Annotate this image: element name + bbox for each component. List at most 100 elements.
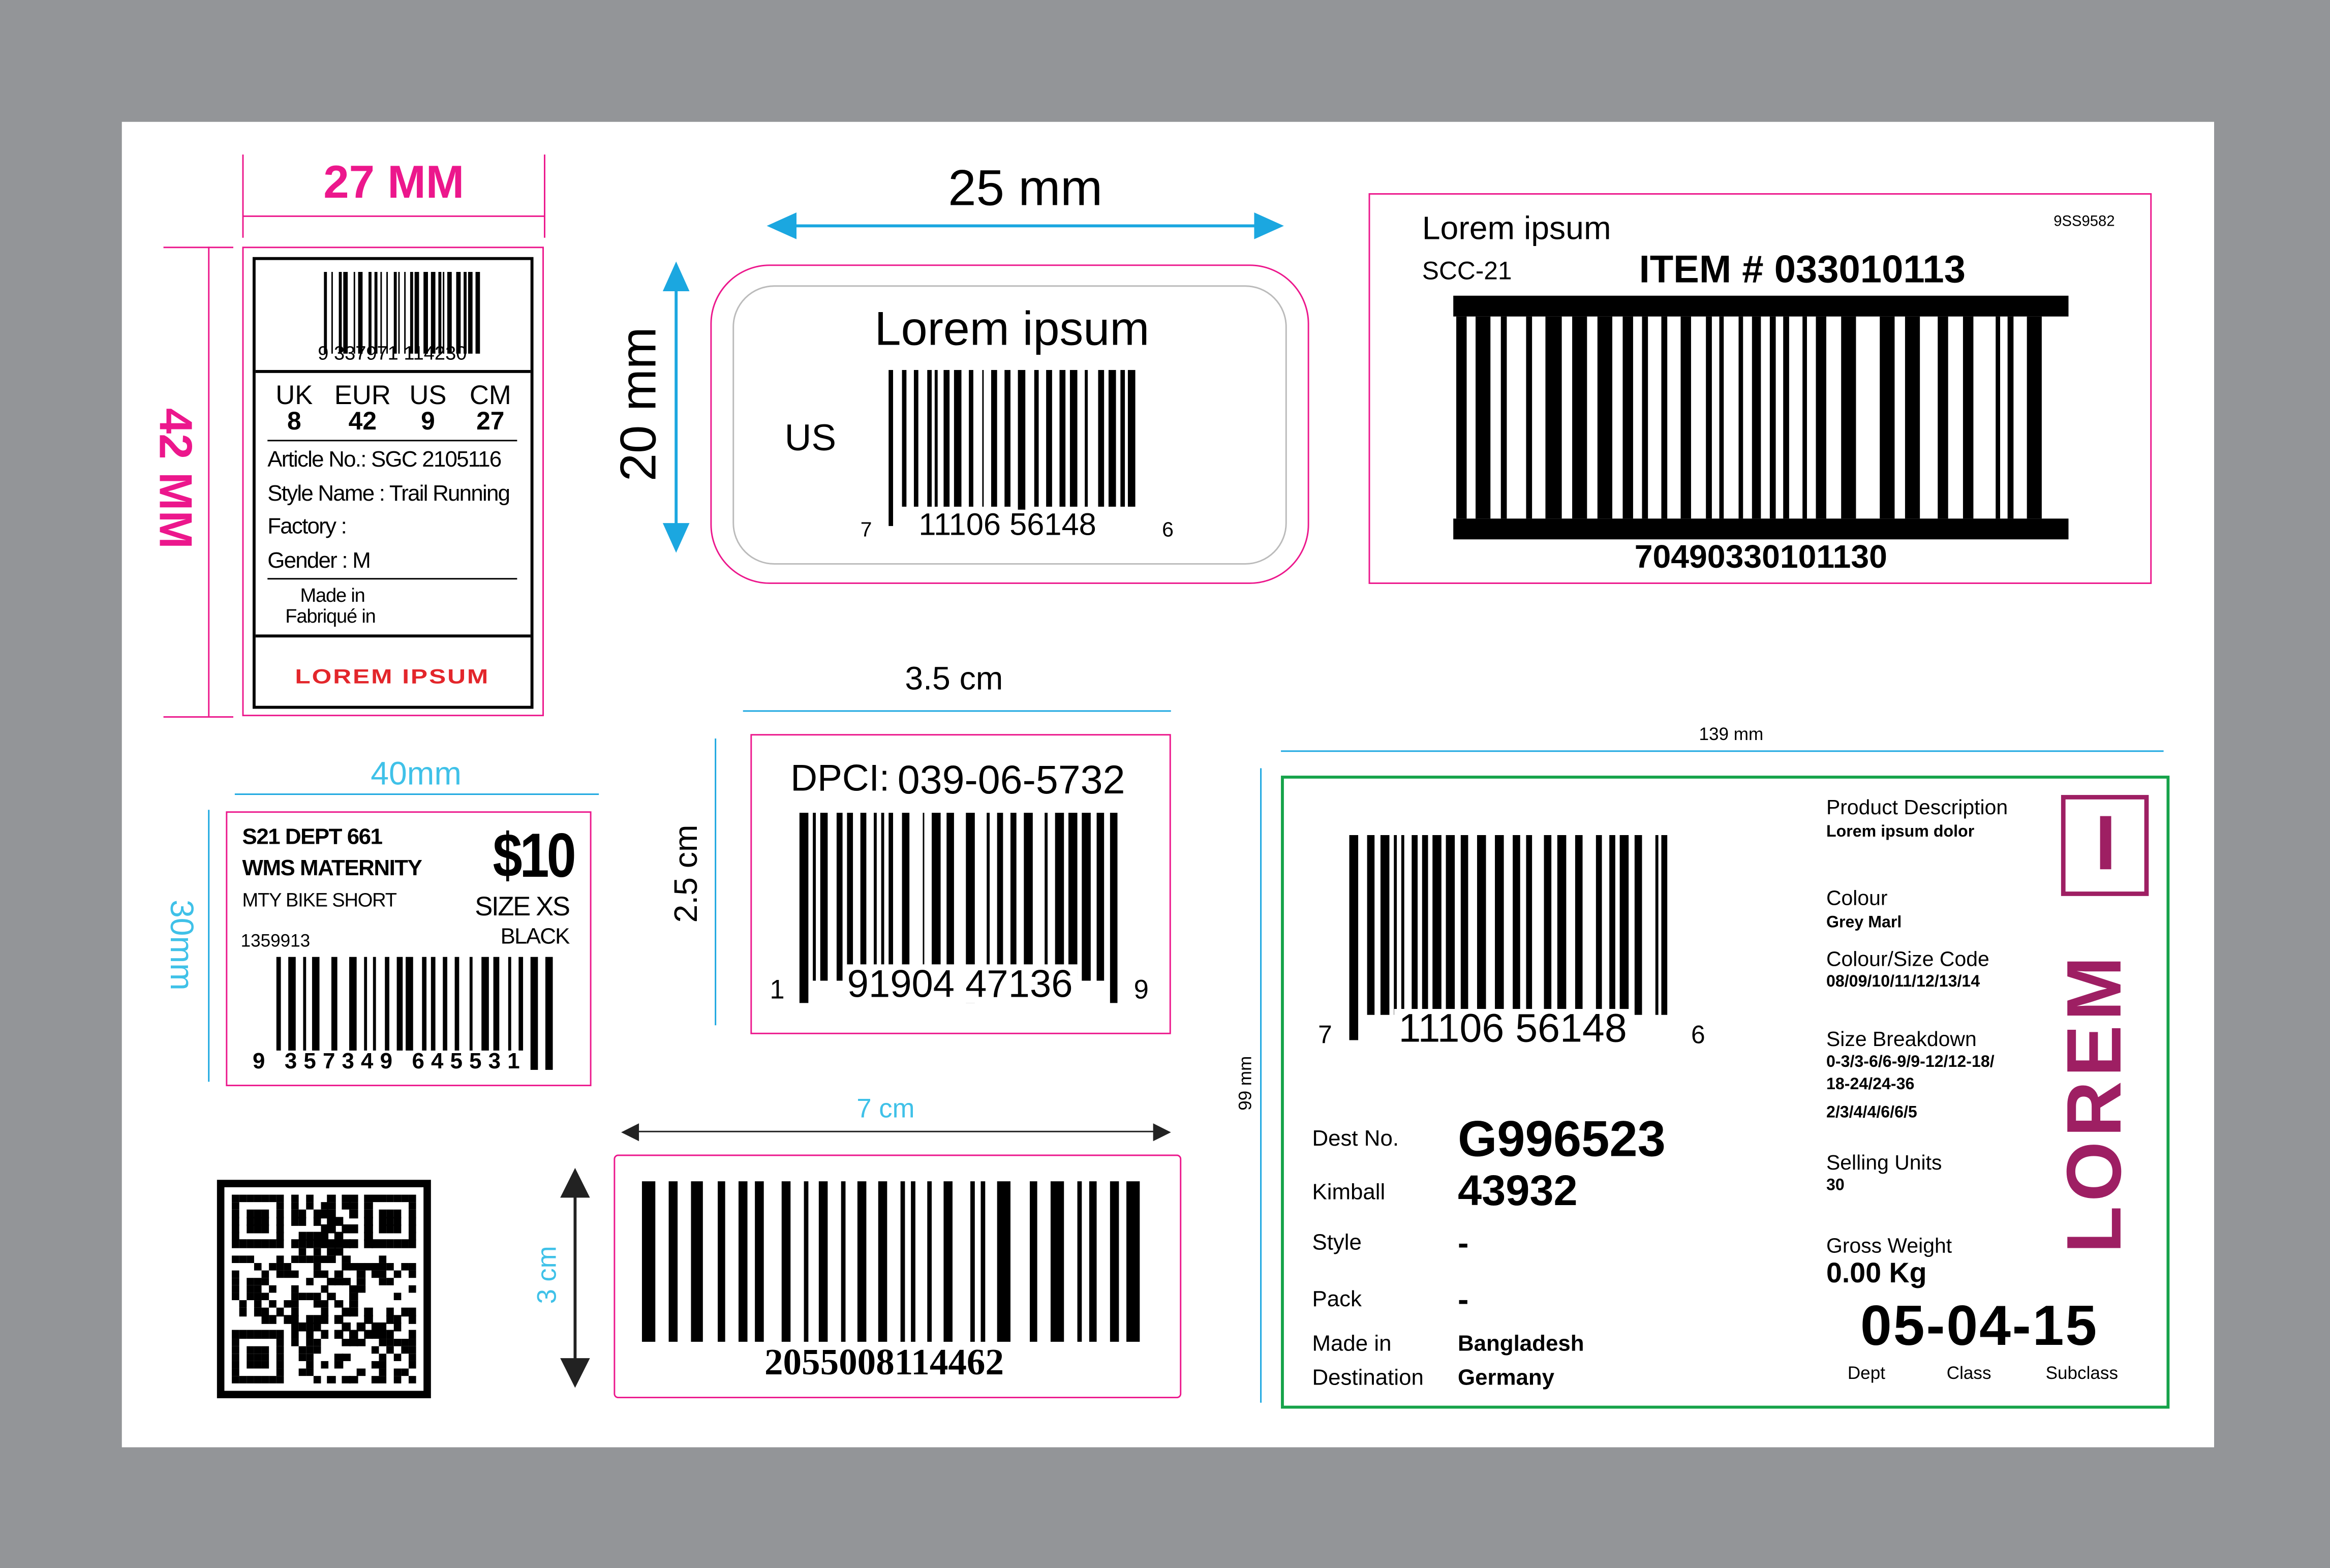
qr-module — [298, 1247, 306, 1256]
qr-module — [313, 1270, 321, 1278]
barcode — [1349, 835, 1679, 1040]
reference-code: 9SS9582 — [2053, 213, 2115, 231]
barcode-bar — [1995, 316, 2000, 519]
qr-module — [386, 1240, 394, 1248]
qr-module — [261, 1330, 269, 1339]
barcode-bar — [374, 272, 377, 354]
qr-module — [313, 1247, 321, 1256]
qr-module — [327, 1217, 335, 1225]
qr-module — [276, 1194, 284, 1203]
barcode-bar — [982, 370, 985, 508]
barcode-bar — [431, 272, 436, 354]
barcode-bar — [1623, 316, 1634, 519]
barcode-bar — [1024, 813, 1033, 980]
qr-module — [342, 1263, 350, 1271]
qr-module — [305, 1345, 314, 1354]
qr-module — [364, 1217, 373, 1225]
qr-module — [291, 1293, 299, 1301]
barcode-bar — [1029, 1181, 1038, 1342]
field-label: Made in — [1312, 1331, 1392, 1357]
barcode-bar — [1082, 813, 1091, 980]
qr-module — [247, 1330, 255, 1339]
selling-units: 30 — [1826, 1177, 1845, 1195]
arrow-right-icon — [1153, 1123, 1171, 1142]
field-label: Style — [1312, 1230, 1362, 1256]
product-description: Lorem ipsum dolor — [1826, 823, 1975, 841]
size-value: 27 — [476, 407, 505, 436]
barcode-bar — [1937, 316, 1948, 519]
arrow-right-icon — [1254, 212, 1284, 239]
qr-module — [313, 1345, 321, 1354]
qr-module — [379, 1338, 387, 1346]
qr-module — [247, 1285, 255, 1294]
qr-module — [342, 1224, 350, 1233]
qr-module — [350, 1202, 358, 1211]
dpci-label: DPCI: 039-06-5732 1 91904 47136 9 — [750, 734, 1171, 1034]
qr-module — [342, 1338, 350, 1346]
barcode-bar — [404, 272, 406, 354]
barcode-bar — [386, 272, 388, 354]
qr-module — [232, 1293, 240, 1301]
field-label: Colour — [1826, 885, 1888, 910]
qr-module — [342, 1323, 350, 1331]
size-unit: CM — [469, 380, 511, 410]
barcode-bar — [874, 813, 877, 980]
qr-module — [254, 1224, 262, 1233]
width-dimension: 25 mm — [948, 160, 1103, 217]
barcode-bar — [1478, 835, 1486, 1016]
barcode-bar — [1841, 316, 1857, 519]
barcode-bar — [303, 957, 306, 1070]
qr-module — [276, 1255, 284, 1263]
qr-module — [409, 1232, 417, 1241]
barcode-bar — [820, 813, 829, 980]
height-dimension: 20 mm — [610, 327, 667, 482]
barcode-bar — [468, 272, 473, 354]
qr-module — [409, 1263, 417, 1271]
barcode-bar — [421, 957, 426, 1070]
barcode — [799, 813, 1123, 1003]
barcode-bar — [1084, 370, 1089, 508]
barcode-bar — [1905, 316, 1921, 519]
qr-module — [386, 1217, 394, 1225]
qr-module — [276, 1353, 284, 1362]
qr-module — [305, 1315, 314, 1324]
barcode-bar — [799, 813, 808, 1003]
qr-module — [232, 1330, 240, 1339]
barcode-bar — [1097, 370, 1105, 508]
price: $10 — [493, 820, 576, 890]
qr-module — [335, 1300, 343, 1309]
qr-module — [247, 1353, 255, 1362]
barcode-bar — [430, 957, 436, 1070]
qr-module — [409, 1210, 417, 1218]
qr-module — [313, 1300, 321, 1309]
qr-module — [401, 1338, 409, 1346]
barcode-bar — [354, 272, 356, 354]
dimension-line — [1281, 750, 2164, 752]
barcode-bar — [980, 1181, 986, 1342]
qr-module — [372, 1240, 380, 1248]
barcode-bar — [1546, 316, 1561, 519]
size-unit: US — [409, 380, 447, 410]
qr-module — [350, 1263, 358, 1271]
barcode-bar — [1501, 316, 1507, 519]
qr-module — [327, 1293, 335, 1301]
barcode-bar — [1557, 835, 1566, 1016]
barcode-bar — [1738, 316, 1744, 519]
field-label: Colour/Size Code — [1826, 946, 1989, 971]
barcode-bar — [438, 272, 441, 354]
item-code: SCC-21 — [1422, 257, 1512, 286]
barcode-bar — [1495, 835, 1504, 1016]
qr-module — [342, 1255, 350, 1263]
qr-module — [394, 1270, 402, 1278]
size-ratio: 2/3/4/4/6/6/5 — [1826, 1104, 1917, 1122]
barcode-digits: 91904 47136 — [842, 964, 1078, 1003]
barcode-bar — [276, 957, 282, 1070]
barcode-bar — [393, 272, 396, 354]
qr-module — [320, 1285, 328, 1294]
subclass-caption: Subclass — [2045, 1362, 2119, 1383]
brand-box-logo: I — [2061, 795, 2149, 896]
size-value: 42 — [348, 407, 377, 436]
qr-module — [350, 1293, 358, 1301]
qr-module — [379, 1368, 387, 1376]
qr-module — [372, 1345, 380, 1354]
